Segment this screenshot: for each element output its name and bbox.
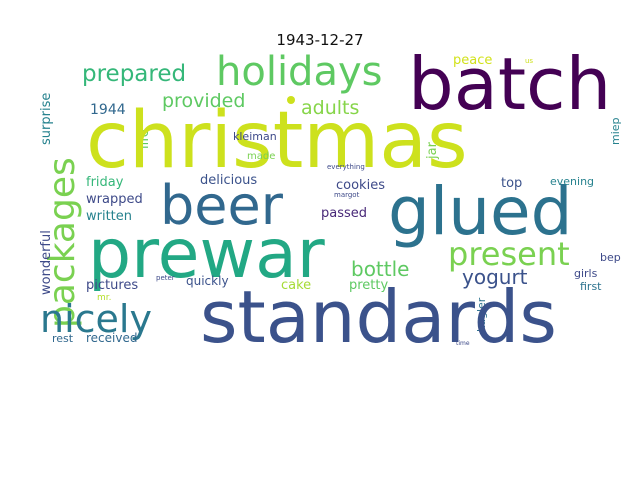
- cloud-word-batch: batch: [408, 52, 611, 126]
- cloud-word-miep: miep: [609, 117, 622, 145]
- cloud-word-friday: friday: [86, 175, 124, 190]
- cloud-word-wrapped: wrapped: [86, 192, 143, 207]
- cloud-word-glued: glued: [388, 173, 573, 250]
- cloud-word-pictures: pictures: [86, 278, 138, 293]
- cloud-word-margot: margot: [334, 191, 360, 199]
- cloud-word-us: us: [525, 57, 533, 65]
- cloud-word-quickly: quickly: [186, 274, 229, 288]
- cloud-word-prepared: prepared: [82, 61, 186, 87]
- cloud-word-mr: mr.: [97, 293, 112, 303]
- cloud-word-christmas: christmas: [86, 96, 468, 186]
- cloud-word-standards: standards: [200, 275, 557, 352]
- cloud-word-peter: peter: [156, 274, 175, 282]
- cloud-word-prewar: prewar: [88, 215, 325, 294]
- cloud-word-received: received: [86, 331, 137, 345]
- cloud-word-delicious: delicious: [200, 173, 257, 188]
- cloud-word-present: present: [448, 235, 570, 273]
- cloud-word-cake: cake: [281, 278, 311, 293]
- cloud-word-bep: bep: [600, 251, 621, 264]
- cloud-word-everything: everything: [327, 163, 365, 171]
- cloud-word-beer: beer: [160, 174, 284, 237]
- cloud-word-provided: provided: [162, 90, 245, 112]
- cloud-dot: [287, 96, 295, 104]
- cloud-word-rest: rest: [52, 332, 74, 345]
- cloud-word-peace: peace: [453, 53, 492, 68]
- cloud-word-pretty: pretty: [349, 278, 389, 293]
- cloud-word-evening: evening: [550, 175, 594, 188]
- cloud-word-adults: adults: [301, 97, 359, 119]
- cloud-word-wonderful: wonderful: [39, 230, 54, 295]
- cloud-word-cookies: cookies: [336, 178, 385, 193]
- cloud-word-holidays: holidays: [216, 52, 382, 95]
- cloud-word-surprise: surprise: [39, 93, 54, 145]
- cloud-word-time: time: [456, 340, 470, 347]
- cloud-word-first: first: [580, 280, 602, 293]
- cloud-word-jar: jar: [425, 141, 440, 160]
- cloud-word-kleiman: kleiman: [233, 130, 277, 143]
- page-title: 1943-12-27: [276, 31, 364, 49]
- cloud-word-passed: passed: [321, 206, 367, 221]
- cloud-word-packages: packages: [42, 157, 83, 328]
- cloud-word-written: written: [86, 209, 132, 224]
- cloud-word-life: life: [137, 129, 152, 149]
- cloud-word-nicely: nicely: [40, 297, 152, 341]
- word-cloud: packages surprise wonderful life jar mie…: [39, 52, 622, 352]
- cloud-word-1944: 1944: [90, 102, 126, 118]
- cloud-word-yogurt: yogurt: [462, 265, 528, 289]
- cloud-word-kugler: kugler: [475, 297, 488, 332]
- cloud-word-girls: girls: [574, 267, 598, 280]
- cloud-word-made: made: [247, 151, 275, 162]
- cloud-word-top: top: [501, 176, 522, 191]
- cloud-word-bottle: bottle: [351, 257, 409, 281]
